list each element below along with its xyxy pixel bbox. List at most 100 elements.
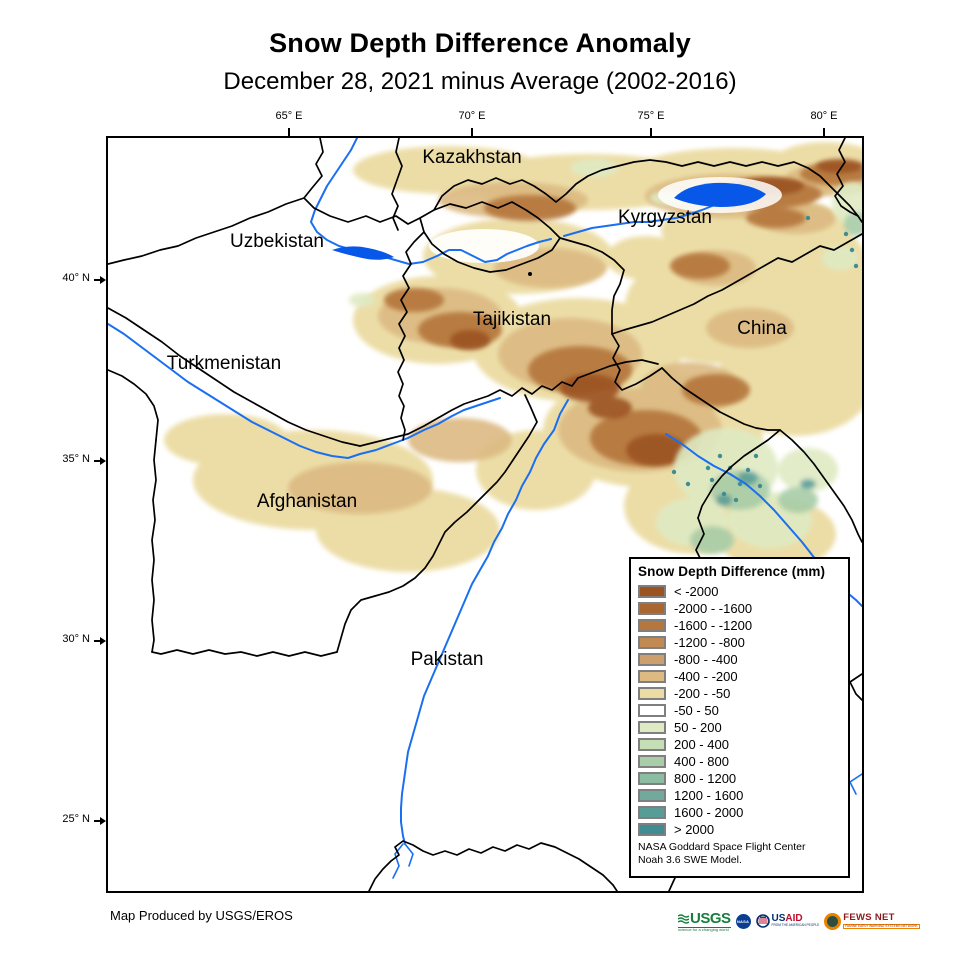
tick-mark-icon xyxy=(471,128,473,137)
legend-swatch xyxy=(638,619,666,632)
river-delta-branch xyxy=(404,843,414,867)
legend-swatch xyxy=(638,585,666,598)
legend-row: 400 - 800 xyxy=(638,753,841,770)
page-title: Snow Depth Difference Anomaly xyxy=(269,28,691,58)
anomaly-layer-teal-speckles xyxy=(671,215,859,503)
nasa-wordmark: NASA xyxy=(736,918,750,924)
legend-label: -1600 - -1200 xyxy=(674,618,753,633)
usaid-tagline: FROM THE AMERICAN PEOPLE xyxy=(771,923,820,928)
lon-label: 75° E xyxy=(637,110,665,122)
usgs-logo: USGS science for a changing world xyxy=(678,911,731,932)
tick-mark-icon xyxy=(94,460,101,462)
legend-row: -1600 - -1200 xyxy=(638,617,841,634)
legend-label: -400 - -200 xyxy=(674,669,738,684)
legend-row: -400 - -200 xyxy=(638,668,841,685)
nasa-logo: NASA xyxy=(735,913,751,929)
legend-swatch xyxy=(638,602,666,615)
lat-label: 40° N xyxy=(62,272,90,284)
legend-source: NASA Goddard Space Flight Center Noah 3.… xyxy=(638,841,841,867)
legend-row: -2000 - -1600 xyxy=(638,600,841,617)
legend-row: -800 - -400 xyxy=(638,651,841,668)
legend-row: 50 - 200 xyxy=(638,719,841,736)
river-indus xyxy=(400,399,569,845)
river-sutlej-stub xyxy=(848,773,862,795)
map-credit: Map Produced by USGS/EROS xyxy=(110,908,293,923)
tick-mark-icon xyxy=(94,820,101,822)
legend-swatch xyxy=(638,755,666,768)
fewsnet-globe-icon xyxy=(824,912,842,930)
tick-arrow-icon xyxy=(100,457,106,465)
logo-strip: USGS science for a changing world NASA U… xyxy=(678,904,920,938)
legend-label: -2000 - -1600 xyxy=(674,601,753,616)
fewsnet-tagline: FAMINE EARLY WARNING SYSTEMS NETWORK xyxy=(843,923,920,929)
fewsnet-logo: FEWS NET FAMINE EARLY WARNING SYSTEMS NE… xyxy=(824,912,920,930)
legend-swatch xyxy=(638,721,666,734)
legend-label: 50 - 200 xyxy=(674,720,722,735)
legend-source-line1: NASA Goddard Space Flight Center xyxy=(638,841,806,853)
legend-row: 800 - 1200 xyxy=(638,770,841,787)
tick-arrow-icon xyxy=(100,817,106,825)
fewsnet-wordmark: FEWS NET xyxy=(843,912,895,924)
legend-swatch xyxy=(638,823,666,836)
legend-label: -800 - -400 xyxy=(674,652,738,667)
legend-label: -50 - 50 xyxy=(674,703,719,718)
legend-label: < -2000 xyxy=(674,584,719,599)
legend-swatch xyxy=(638,687,666,700)
legend-swatch xyxy=(638,653,666,666)
tick-arrow-icon xyxy=(100,276,106,284)
legend-label: > 2000 xyxy=(674,822,715,837)
tick-mark-icon xyxy=(650,128,652,137)
usgs-wordmark: USGS xyxy=(690,909,731,927)
legend-swatch xyxy=(638,789,666,802)
legend-row: < -2000 xyxy=(638,583,841,600)
usaid-logo: USAID FROM THE AMERICAN PEOPLE xyxy=(755,913,820,928)
lake-issyk-kul xyxy=(674,182,766,207)
lat-label: 30° N xyxy=(62,633,90,645)
legend-swatch xyxy=(638,636,666,649)
legend-row: -1200 - -800 xyxy=(638,634,841,651)
legend-label: 200 - 400 xyxy=(674,737,729,752)
map-legend: Snow Depth Difference (mm) < -2000 -2000… xyxy=(629,557,850,878)
legend-row: 200 - 400 xyxy=(638,736,841,753)
usaid-wordmark-aid: AID xyxy=(785,913,803,925)
legend-row: 1600 - 2000 xyxy=(638,804,841,821)
tick-arrow-icon xyxy=(100,637,106,645)
legend-swatch xyxy=(638,670,666,683)
legend-swatch xyxy=(638,738,666,751)
legend-row: -50 - 50 xyxy=(638,702,841,719)
lakes xyxy=(332,182,766,260)
legend-label: -200 - -50 xyxy=(674,686,731,701)
lake-aydar xyxy=(332,246,394,260)
legend-row: -200 - -50 xyxy=(638,685,841,702)
map-canvas xyxy=(108,138,862,891)
page-subtitle: December 28, 2021 minus Average (2002-20… xyxy=(223,68,737,95)
lat-label: 25° N xyxy=(62,813,90,825)
lon-label: 80° E xyxy=(810,110,838,122)
river-delta-branch xyxy=(392,843,404,879)
legend-label: 800 - 1200 xyxy=(674,771,737,786)
legend-label: 1600 - 2000 xyxy=(674,805,744,820)
tick-mark-icon xyxy=(823,128,825,137)
usaid-emblem-icon xyxy=(755,914,770,928)
legend-title: Snow Depth Difference (mm) xyxy=(638,564,826,579)
legend-swatch xyxy=(638,806,666,819)
river-amu-darya xyxy=(108,323,501,459)
tick-mark-icon xyxy=(288,128,290,137)
legend-source-line2: Noah 3.6 SWE Model. xyxy=(638,854,742,866)
usgs-tagline: science for a changing world xyxy=(678,926,731,932)
tick-mark-icon xyxy=(94,640,101,642)
legend-row: 1200 - 1600 xyxy=(638,787,841,804)
legend-row: > 2000 xyxy=(638,821,841,838)
lon-label: 70° E xyxy=(458,110,486,122)
usgs-wave-icon xyxy=(678,913,689,924)
usaid-wordmark-us: US xyxy=(771,913,786,925)
legend-label: -1200 - -800 xyxy=(674,635,745,650)
map-frame: 65° E 70° E 75° E 80° E 40° N 35° N xyxy=(62,110,864,893)
legend-label: 1200 - 1600 xyxy=(674,788,744,803)
tick-mark-icon xyxy=(94,279,101,281)
legend-swatch xyxy=(638,772,666,785)
legend-swatch xyxy=(638,704,666,717)
country-borders xyxy=(108,138,862,891)
lon-label: 65° E xyxy=(275,110,303,122)
